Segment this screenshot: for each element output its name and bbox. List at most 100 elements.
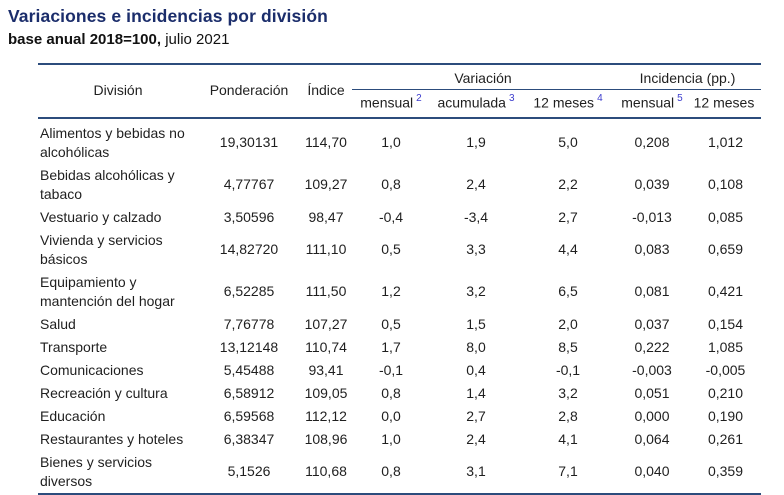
cell-variacion-12meses: 5,0 bbox=[558, 134, 578, 151]
col-header-inc-mensual: mensual 5 bbox=[614, 89, 690, 119]
cell-division: Salud bbox=[40, 315, 76, 332]
page-title: Variaciones e incidencias por división bbox=[8, 6, 328, 26]
cell-division: Bienes y servicios diversos bbox=[40, 453, 153, 489]
cell-division: Restaurantes y hoteles bbox=[40, 430, 184, 447]
cell-division: Bebidas alcohólicas y tabaco bbox=[40, 166, 175, 202]
cell-variacion-12meses: 2,2 bbox=[558, 176, 578, 193]
cell-variacion-mensual: -0,4 bbox=[378, 208, 404, 225]
table-row: Bebidas alcohólicas y tabaco 4,77767 109… bbox=[38, 164, 761, 206]
cell-variacion-12meses: 2,0 bbox=[558, 315, 578, 332]
cell-variacion-acumulada: 3,3 bbox=[466, 241, 486, 258]
table-row: Recreación y cultura 6,58912 109,05 0,8 … bbox=[38, 382, 761, 405]
subtitle-base: base anual 2018=100, bbox=[8, 31, 162, 48]
cell-indice: 98,47 bbox=[308, 208, 344, 225]
cell-incidencia-12meses: 0,659 bbox=[707, 241, 744, 258]
table-row: Comunicaciones 5,45488 93,41 -0,1 0,4 -0… bbox=[38, 359, 761, 382]
cell-variacion-acumulada: -3,4 bbox=[463, 208, 489, 225]
cell-division: Recreación y cultura bbox=[40, 384, 168, 401]
sub-header-row: mensual 2 acumulada 3 12 meses 4 mensual 5 1… bbox=[38, 89, 761, 119]
table-row: Vivienda y servicios básicos 14,82720 11… bbox=[38, 229, 761, 271]
cell-variacion-12meses: 4,4 bbox=[558, 241, 578, 258]
cell-ponderacion: 3,50596 bbox=[223, 208, 275, 225]
cell-division: Educación bbox=[40, 407, 106, 424]
cell-indice: 111,10 bbox=[305, 241, 347, 258]
cell-variacion-acumulada: 2,7 bbox=[466, 407, 486, 424]
table-row: Equipamiento y mantención del hogar 6,52… bbox=[38, 271, 761, 313]
cell-division: Vivienda y servicios básicos bbox=[40, 231, 163, 267]
table-row: Salud 7,76778 107,27 0,5 1,5 2,0 0,037 0… bbox=[38, 313, 761, 336]
group-header-incidencia: Incidencia (pp.) bbox=[614, 64, 761, 90]
cell-indice: 111,50 bbox=[305, 283, 347, 300]
cell-indice: 107,27 bbox=[304, 315, 348, 332]
cell-indice: 110,74 bbox=[305, 338, 347, 355]
cell-variacion-mensual: 0,5 bbox=[381, 315, 401, 332]
cell-variacion-acumulada: 2,4 bbox=[466, 430, 486, 447]
cell-variacion-mensual: 1,2 bbox=[381, 283, 401, 300]
cell-incidencia-12meses: 0,108 bbox=[707, 176, 744, 193]
subtitle-period: julio 2021 bbox=[161, 31, 230, 48]
cell-ponderacion: 5,45488 bbox=[223, 361, 275, 378]
cell-incidencia-12meses: 0,190 bbox=[707, 407, 744, 424]
divisions-table: División Ponderación Índice Variación In… bbox=[38, 63, 761, 495]
footnote-marker: 4 bbox=[597, 93, 603, 104]
cell-incidencia-mensual: 0,040 bbox=[634, 463, 670, 480]
cell-variacion-mensual: 1,0 bbox=[381, 134, 401, 151]
cell-ponderacion: 6,58912 bbox=[223, 384, 275, 401]
cell-ponderacion: 6,38347 bbox=[223, 430, 275, 447]
col-header-indice: Índice bbox=[300, 64, 352, 119]
cell-indice: 108,96 bbox=[304, 430, 348, 447]
table-row: Transporte 13,12148 110,74 1,7 8,0 8,5 0… bbox=[38, 336, 761, 359]
cell-variacion-mensual: 1,7 bbox=[381, 338, 401, 355]
page-subtitle: base anual 2018=100, julio 2021 bbox=[8, 31, 784, 48]
cell-variacion-acumulada: 8,0 bbox=[466, 338, 486, 355]
cell-variacion-12meses: 7,1 bbox=[558, 463, 578, 480]
cell-incidencia-12meses: 1,085 bbox=[707, 338, 744, 355]
cell-variacion-12meses: 2,8 bbox=[558, 407, 578, 424]
cell-indice: 109,27 bbox=[304, 176, 348, 193]
col-header-division: División bbox=[38, 64, 198, 119]
col-header-var-acumulada: acumulada 3 bbox=[430, 89, 522, 119]
cell-variacion-12meses: 8,5 bbox=[558, 338, 578, 355]
cell-variacion-acumulada: 1,9 bbox=[466, 134, 486, 151]
cell-ponderacion: 14,82720 bbox=[219, 241, 279, 258]
cell-incidencia-mensual: -0,003 bbox=[632, 361, 672, 378]
cell-indice: 93,41 bbox=[308, 361, 344, 378]
cell-indice: 114,70 bbox=[305, 134, 347, 151]
col-header-inc-12meses: 12 meses bbox=[690, 89, 761, 119]
cell-incidencia-mensual: 0,064 bbox=[634, 430, 670, 447]
cell-incidencia-mensual: 0,208 bbox=[634, 134, 670, 151]
cell-variacion-acumulada: 3,2 bbox=[466, 283, 486, 300]
cell-ponderacion: 5,1526 bbox=[227, 463, 271, 480]
group-header-row: División Ponderación Índice Variación In… bbox=[38, 64, 761, 119]
cell-variacion-mensual: 1,0 bbox=[381, 430, 401, 447]
cell-variacion-12meses: 6,5 bbox=[558, 283, 578, 300]
cell-variacion-mensual: 0,8 bbox=[381, 463, 401, 480]
col-header-ponderacion: Ponderación bbox=[198, 64, 300, 119]
cell-variacion-acumulada: 2,4 bbox=[466, 176, 486, 193]
cell-variacion-12meses: -0,1 bbox=[555, 361, 581, 378]
cell-incidencia-mensual: 0,037 bbox=[634, 315, 670, 332]
footnote-marker: 5 bbox=[677, 93, 683, 104]
cell-division: Vestuario y calzado bbox=[40, 208, 162, 225]
cell-incidencia-12meses: 0,359 bbox=[707, 463, 744, 480]
cell-variacion-acumulada: 3,1 bbox=[466, 463, 486, 480]
cell-division: Comunicaciones bbox=[40, 361, 144, 378]
cell-incidencia-mensual: 0,051 bbox=[634, 384, 670, 401]
table-row: Educación 6,59568 112,12 0,0 2,7 2,8 0,0… bbox=[38, 405, 761, 428]
cell-incidencia-mensual: 0,081 bbox=[634, 283, 670, 300]
cell-variacion-acumulada: 0,4 bbox=[466, 361, 486, 378]
table-row: Vestuario y calzado 3,50596 98,47 -0,4 -… bbox=[38, 206, 761, 229]
cell-incidencia-mensual: 0,000 bbox=[634, 407, 670, 424]
cell-variacion-mensual: 0,5 bbox=[381, 241, 401, 258]
cell-ponderacion: 6,59568 bbox=[223, 407, 275, 424]
cell-variacion-mensual: 0,8 bbox=[381, 176, 401, 193]
footnote-marker: 3 bbox=[508, 93, 515, 104]
table-row: Bienes y servicios diversos 5,1526 110,6… bbox=[38, 451, 761, 494]
cell-variacion-12meses: 3,2 bbox=[558, 384, 578, 401]
table-row: Alimentos y bebidas no alcohólicas 19,30… bbox=[38, 118, 761, 164]
cell-incidencia-mensual: -0,013 bbox=[632, 208, 672, 225]
table-body: Alimentos y bebidas no alcohólicas 19,30… bbox=[38, 118, 761, 494]
cell-incidencia-12meses: 0,085 bbox=[707, 208, 744, 225]
cell-indice: 110,68 bbox=[305, 463, 347, 480]
